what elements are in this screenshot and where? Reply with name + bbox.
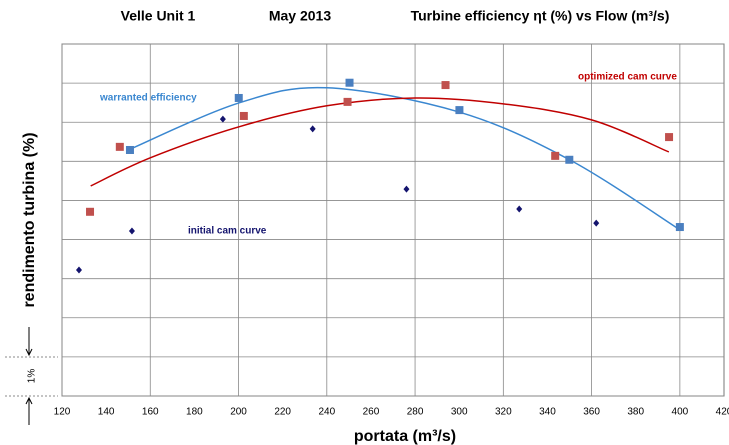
scale-bracket: [5, 327, 58, 425]
square-point: [441, 81, 450, 90]
plot-area: [61, 43, 725, 397]
x-tick-label: 160: [142, 407, 159, 418]
series-label: warranted efficiency: [99, 93, 197, 104]
x-tick-label: 180: [186, 407, 203, 418]
diamond-point: [403, 185, 410, 193]
scale-note: 1%: [27, 369, 38, 384]
x-tick-label: 280: [407, 407, 424, 418]
diamond-point: [128, 227, 135, 235]
x-tick-label: 380: [627, 407, 644, 418]
x-tick-label: 120: [54, 407, 71, 418]
x-tick-label: 260: [363, 407, 380, 418]
chart-caption: Turbine efficiency ηt (%) vs Flow (m³/s): [411, 8, 670, 24]
chart-title: Velle Unit 1: [121, 8, 196, 24]
diamond-point: [309, 125, 316, 133]
diamond-point: [516, 205, 523, 213]
square-point: [551, 151, 560, 160]
square-point: [565, 155, 574, 164]
x-tick-label: 420: [716, 407, 729, 418]
x-tick-label: 220: [274, 407, 291, 418]
x-tick-label: 400: [672, 407, 689, 418]
square-point: [125, 145, 134, 154]
x-tick-label: 240: [318, 407, 335, 418]
square-point: [239, 111, 248, 120]
x-tick-label: 360: [583, 407, 600, 418]
square-point: [343, 97, 352, 106]
square-point: [455, 106, 464, 115]
x-tick-label: 340: [539, 407, 556, 418]
square-point: [675, 223, 684, 232]
x-tick-label: 300: [451, 407, 468, 418]
curve: [90, 97, 670, 187]
square-point: [234, 93, 243, 102]
diamond-point: [593, 219, 600, 227]
x-axis-label: portata (m³/s): [354, 428, 456, 445]
x-tick-label: 200: [230, 407, 247, 418]
x-tick-label: 320: [495, 407, 512, 418]
y-axis-label: rendimento turbina (%): [21, 132, 38, 307]
diamond-point: [219, 115, 226, 123]
square-point: [345, 78, 354, 87]
square-point: [86, 207, 95, 216]
chart-subtitle: May 2013: [269, 8, 331, 24]
x-tick-label: 140: [98, 407, 115, 418]
square-point: [115, 142, 124, 151]
square-point: [665, 133, 674, 142]
series-label: initial cam curve: [188, 226, 267, 237]
diamond-point: [75, 266, 82, 274]
series-label: optimized cam curve: [578, 72, 677, 83]
